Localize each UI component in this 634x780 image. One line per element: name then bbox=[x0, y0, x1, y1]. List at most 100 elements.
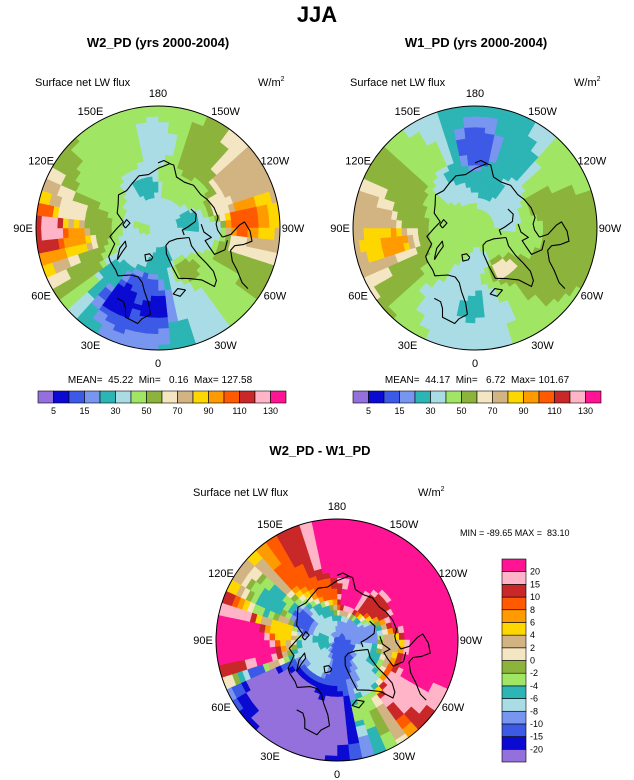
colorbar-swatch bbox=[501, 736, 527, 750]
map-cell bbox=[474, 284, 482, 291]
map-cell bbox=[146, 121, 159, 129]
colorbar-swatch bbox=[53, 390, 70, 404]
map-cell bbox=[440, 639, 448, 652]
map-cell bbox=[226, 628, 234, 641]
panel-w2-units: W/m bbox=[258, 77, 281, 89]
map-cell bbox=[514, 218, 522, 225]
map-cell bbox=[336, 540, 348, 547]
map-cell bbox=[559, 312, 575, 328]
map-cell bbox=[103, 344, 119, 350]
map-cell bbox=[447, 353, 461, 361]
map-cell bbox=[401, 219, 408, 229]
map-cell bbox=[153, 186, 159, 194]
map-cell bbox=[336, 588, 343, 595]
panel-diff-stats: MIN = -89.65 MAX = 83.10 bbox=[460, 528, 570, 538]
colorbar-tick-label: -2 bbox=[530, 668, 538, 678]
map-cell bbox=[268, 227, 275, 241]
map-cell bbox=[547, 219, 554, 229]
coastline bbox=[108, 163, 170, 315]
panel-diff-map bbox=[216, 519, 458, 761]
map-cell bbox=[146, 332, 159, 340]
map-cell bbox=[242, 128, 258, 144]
map-cell bbox=[252, 227, 259, 239]
map-cell bbox=[221, 639, 228, 653]
map-cell bbox=[488, 353, 502, 361]
map-cell bbox=[520, 222, 527, 229]
map-cell bbox=[462, 338, 476, 345]
map-cell bbox=[435, 628, 443, 641]
map-cell bbox=[375, 519, 392, 525]
map-cell bbox=[466, 300, 476, 307]
map-cell bbox=[41, 215, 48, 229]
map-cell bbox=[235, 227, 243, 238]
map-cell bbox=[392, 633, 400, 641]
map-cell bbox=[474, 127, 486, 134]
map-cell bbox=[229, 713, 244, 729]
map-cell bbox=[26, 200, 34, 214]
map-cell bbox=[595, 186, 597, 202]
map-cell bbox=[331, 588, 338, 595]
map-cell bbox=[231, 639, 239, 652]
coastline bbox=[400, 633, 431, 701]
map-cell bbox=[474, 143, 485, 151]
map-cell bbox=[150, 289, 159, 297]
map-cell bbox=[79, 227, 86, 237]
colorbar-tick-label: 50 bbox=[456, 406, 466, 416]
coastline bbox=[539, 221, 570, 289]
map-cell bbox=[466, 149, 476, 156]
map-cell bbox=[463, 116, 476, 124]
map-cell bbox=[465, 305, 476, 313]
map-cell bbox=[464, 322, 476, 329]
colorbar-swatch bbox=[501, 596, 527, 611]
map-cell bbox=[331, 593, 338, 601]
map-cell bbox=[57, 217, 64, 229]
coastline bbox=[461, 253, 471, 262]
map-cell bbox=[219, 220, 227, 229]
map-cell bbox=[116, 348, 132, 350]
panel-w2-colorbar: 5 15 30 50 70 90 110 130 bbox=[37, 390, 287, 416]
map-cell bbox=[208, 227, 216, 235]
coastline bbox=[287, 575, 349, 726]
map-cell bbox=[157, 138, 168, 145]
map-cell bbox=[157, 300, 167, 307]
map-cell bbox=[147, 127, 159, 134]
map-cell bbox=[278, 254, 280, 270]
map-cell bbox=[84, 219, 91, 229]
map-cell bbox=[549, 120, 565, 134]
map-cell bbox=[424, 639, 432, 651]
map-cell bbox=[385, 218, 392, 229]
map-cell bbox=[329, 572, 338, 579]
map-cell bbox=[274, 173, 280, 189]
map-cell bbox=[501, 348, 517, 350]
map-cell bbox=[252, 138, 266, 154]
coastline bbox=[144, 253, 154, 262]
panel-diff-map-border bbox=[215, 518, 459, 762]
map-cell bbox=[463, 176, 471, 184]
colorbar-swatch bbox=[501, 647, 527, 661]
coastline bbox=[296, 652, 307, 672]
map-cell bbox=[95, 227, 102, 235]
map-cell bbox=[385, 120, 401, 134]
map-cell bbox=[362, 519, 379, 521]
map-cell bbox=[326, 540, 338, 547]
map-cell bbox=[569, 302, 583, 318]
map-cell bbox=[363, 227, 371, 240]
map-cell bbox=[229, 551, 244, 567]
map-cell bbox=[423, 227, 430, 234]
map-cell bbox=[472, 203, 476, 210]
colorbar-swatch bbox=[239, 390, 256, 404]
map-cell bbox=[464, 316, 476, 324]
map-cell bbox=[208, 221, 216, 229]
coastline bbox=[117, 297, 151, 325]
map-cell bbox=[41, 227, 48, 241]
longitude-label: 120E bbox=[345, 156, 371, 168]
map-cell bbox=[58, 312, 74, 328]
map-cell bbox=[385, 322, 401, 336]
map-cell bbox=[327, 717, 338, 724]
map-cell bbox=[585, 215, 592, 229]
map-cell bbox=[382, 634, 389, 641]
map-cell bbox=[336, 733, 348, 740]
map-cell bbox=[412, 227, 419, 235]
map-cell bbox=[493, 225, 500, 229]
